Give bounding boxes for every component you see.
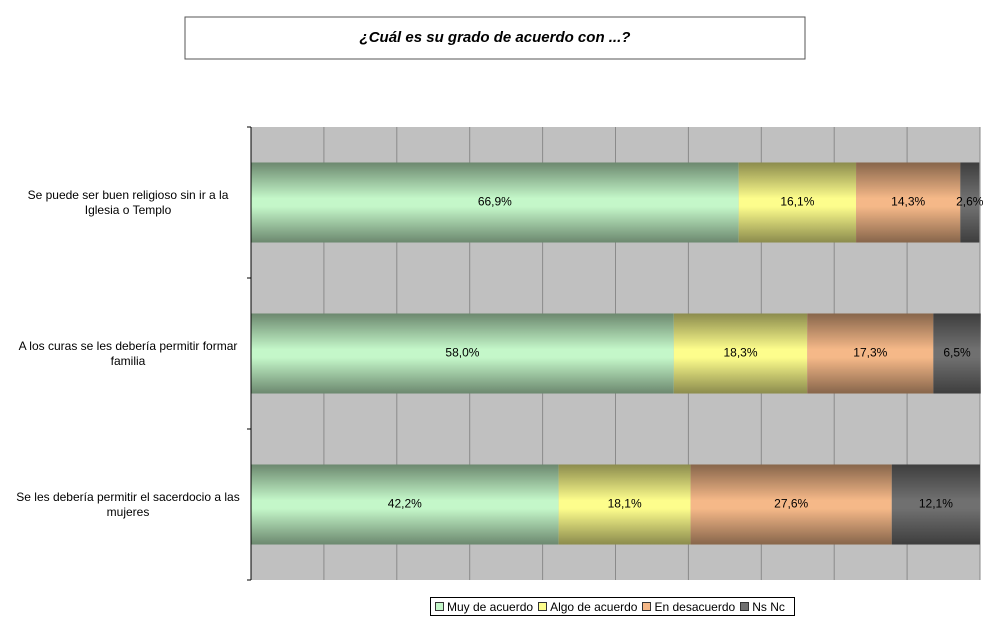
- title-box: [184, 16, 806, 60]
- legend-swatch: [642, 602, 652, 611]
- bar-shade: [891, 464, 980, 545]
- legend-item: Muy de acuerdo: [435, 600, 533, 614]
- legend-item: Ns Nc: [740, 600, 785, 614]
- legend-label: Ns Nc: [752, 599, 785, 614]
- bar-shade: [251, 162, 739, 243]
- legend-swatch: [435, 602, 444, 611]
- legend: Muy de acuerdo Algo de acuerdo En desacuer…: [430, 597, 795, 616]
- legend-item: Algo de acuerdo: [538, 600, 637, 614]
- bar-shade: [960, 162, 980, 243]
- bar-shade: [251, 313, 674, 394]
- bar-shade: [558, 464, 691, 545]
- legend-label: Muy de acuerdo: [447, 599, 534, 614]
- category-label: Se les debería permitir el sacerdocio a …: [16, 489, 240, 519]
- data-label: 66,9%: [478, 195, 512, 209]
- data-label: 17,3%: [853, 346, 887, 360]
- bar-shade: [933, 313, 981, 394]
- data-label: 6,5%: [943, 346, 971, 360]
- legend-swatch: [740, 602, 750, 611]
- data-label: 12,1%: [919, 497, 953, 511]
- bar-shade: [856, 162, 961, 243]
- bar-shade: [807, 313, 934, 394]
- bar-shade: [738, 162, 857, 243]
- data-label: 18,1%: [608, 497, 642, 511]
- data-label: 14,3%: [891, 195, 925, 209]
- data-label: 18,3%: [724, 346, 758, 360]
- bar-shade: [673, 313, 808, 394]
- category-label: A los curas se les debería permitir form…: [18, 338, 238, 368]
- legend-label: Algo de acuerdo: [550, 599, 638, 614]
- data-label: 42,2%: [388, 497, 422, 511]
- legend-label: En desacuerdo: [654, 599, 736, 614]
- data-label: 16,1%: [780, 195, 814, 209]
- bar-shade: [251, 464, 559, 545]
- data-label: 58,0%: [445, 346, 479, 360]
- data-label: 27,6%: [774, 497, 808, 511]
- chart-title: ¿Cuál es su grado de acuerdo con ...?: [360, 29, 631, 46]
- data-label: 2,6%: [956, 195, 984, 209]
- bar-shade: [690, 464, 892, 545]
- legend-item: En desacuerdo: [642, 600, 735, 614]
- category-label: Se puede ser buen religioso sin ir a la …: [27, 187, 229, 217]
- legend-swatch: [538, 602, 548, 611]
